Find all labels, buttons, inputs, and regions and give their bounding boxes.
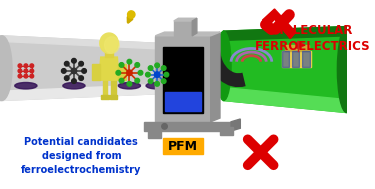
Circle shape xyxy=(127,70,132,76)
Polygon shape xyxy=(99,57,119,80)
Circle shape xyxy=(79,61,84,66)
Circle shape xyxy=(72,58,76,63)
Circle shape xyxy=(30,74,34,78)
Bar xyxy=(155,36,211,122)
Circle shape xyxy=(30,64,34,68)
Polygon shape xyxy=(118,64,126,80)
Circle shape xyxy=(162,124,167,129)
Circle shape xyxy=(82,69,86,73)
Ellipse shape xyxy=(100,33,118,53)
Polygon shape xyxy=(101,95,109,99)
Circle shape xyxy=(18,74,22,78)
Circle shape xyxy=(24,74,28,78)
Polygon shape xyxy=(224,88,346,112)
Bar xyxy=(302,51,310,67)
Circle shape xyxy=(116,70,121,75)
Ellipse shape xyxy=(0,36,12,101)
Ellipse shape xyxy=(118,82,141,89)
Bar xyxy=(220,127,233,135)
Circle shape xyxy=(72,79,76,83)
Circle shape xyxy=(155,82,159,86)
Polygon shape xyxy=(0,36,194,101)
Circle shape xyxy=(127,59,132,64)
Polygon shape xyxy=(224,27,346,112)
Circle shape xyxy=(18,64,22,68)
Circle shape xyxy=(71,68,77,74)
Circle shape xyxy=(148,66,153,70)
Bar xyxy=(163,47,203,112)
Text: MOLECULAR
FERROELECTRICS: MOLECULAR FERROELECTRICS xyxy=(255,24,370,53)
Circle shape xyxy=(154,72,160,77)
Bar xyxy=(282,51,312,67)
Polygon shape xyxy=(211,32,220,122)
Ellipse shape xyxy=(15,82,37,89)
Circle shape xyxy=(119,63,124,67)
Bar xyxy=(174,21,192,36)
Polygon shape xyxy=(0,83,194,101)
Polygon shape xyxy=(231,119,240,131)
Circle shape xyxy=(64,61,69,66)
Polygon shape xyxy=(155,32,220,36)
Circle shape xyxy=(155,63,159,68)
Circle shape xyxy=(146,72,150,77)
Circle shape xyxy=(119,78,124,83)
Bar xyxy=(144,122,231,131)
Circle shape xyxy=(24,64,28,68)
Ellipse shape xyxy=(146,82,168,89)
Circle shape xyxy=(161,66,166,70)
Circle shape xyxy=(161,79,166,84)
Polygon shape xyxy=(298,41,305,49)
Circle shape xyxy=(135,63,140,67)
Text: PFM: PFM xyxy=(168,140,198,153)
Ellipse shape xyxy=(63,82,85,89)
Polygon shape xyxy=(111,80,116,96)
Text: Potential candidates
designed from
ferroelectrochemistry: Potential candidates designed from ferro… xyxy=(21,137,141,175)
Bar xyxy=(163,138,203,154)
Circle shape xyxy=(127,82,132,86)
Ellipse shape xyxy=(216,31,231,101)
Bar xyxy=(282,51,289,67)
Bar xyxy=(105,50,113,57)
Ellipse shape xyxy=(105,37,119,53)
Circle shape xyxy=(135,78,140,83)
Polygon shape xyxy=(262,9,296,39)
Circle shape xyxy=(30,69,34,73)
Polygon shape xyxy=(92,64,100,80)
Circle shape xyxy=(148,79,153,84)
Bar xyxy=(285,45,309,51)
Circle shape xyxy=(138,70,143,75)
Circle shape xyxy=(79,76,84,81)
Circle shape xyxy=(24,69,28,73)
Circle shape xyxy=(64,76,69,81)
Circle shape xyxy=(18,69,22,73)
Circle shape xyxy=(164,72,169,77)
Polygon shape xyxy=(192,18,197,36)
Circle shape xyxy=(128,11,135,18)
Bar xyxy=(292,51,300,67)
Circle shape xyxy=(62,69,66,73)
Polygon shape xyxy=(103,80,107,96)
Polygon shape xyxy=(110,95,117,99)
Bar xyxy=(165,92,201,111)
Polygon shape xyxy=(0,36,194,51)
Polygon shape xyxy=(174,18,197,21)
Ellipse shape xyxy=(338,27,356,112)
Polygon shape xyxy=(224,27,346,40)
Bar xyxy=(148,131,161,138)
